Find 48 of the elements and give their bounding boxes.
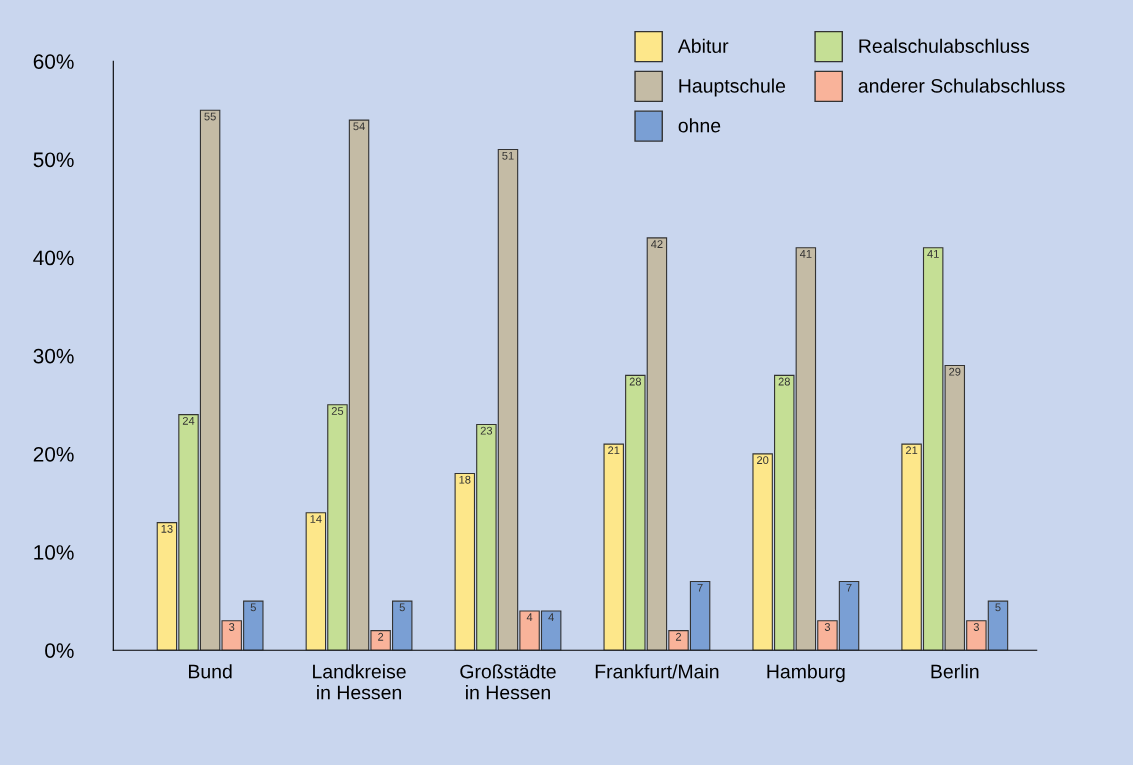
y-tick-label: 60% [33, 54, 74, 69]
data-label: 3 [824, 623, 831, 631]
data-label: 13 [161, 524, 173, 533]
data-label: 29 [949, 367, 961, 376]
legend-label: Abitur [677, 38, 729, 53]
data-label: 2 [675, 632, 682, 641]
data-label: 3 [973, 623, 979, 631]
data-label: 3 [229, 623, 235, 631]
x-tick-label: Bund [189, 664, 232, 679]
x-tick-label: Frankfurt/Main [595, 664, 719, 679]
legend-label: ohne [678, 118, 721, 133]
legend-label: anderer Schulabschluss [858, 78, 1065, 93]
data-label: 28 [778, 377, 790, 386]
y-tick-label: 10% [34, 545, 74, 560]
data-label: 51 [502, 151, 514, 160]
data-label: 20 [757, 456, 769, 465]
data-label: 21 [905, 446, 918, 455]
data-label: 7 [697, 583, 703, 592]
data-label: 41 [927, 250, 939, 258]
y-tick-label: 40% [33, 250, 74, 266]
x-tick-label: Hamburg [767, 664, 845, 683]
data-label: 14 [310, 515, 322, 523]
legend-label: Realschulabschluss [859, 38, 1029, 53]
data-label: 54 [353, 122, 365, 131]
data-label: 21 [608, 446, 620, 455]
data-label: 7 [846, 583, 852, 592]
data-label: 28 [629, 377, 642, 386]
y-tick-label: 0% [45, 643, 74, 658]
data-label: 25 [331, 407, 344, 415]
data-label: 4 [526, 613, 533, 621]
data-label: 41 [799, 250, 812, 258]
data-label: 23 [480, 426, 493, 435]
y-tick-label: 50% [33, 152, 74, 168]
x-tick-label: Großstädte in Hessen [460, 664, 556, 700]
data-label: 42 [650, 240, 663, 248]
legend-label: Hauptschule [679, 78, 786, 97]
data-label: 4 [548, 613, 554, 621]
data-label: 5 [250, 603, 256, 612]
data-label: 5 [399, 603, 405, 612]
data-label: 55 [204, 112, 216, 121]
data-label: 5 [995, 603, 1001, 612]
data-label: 2 [378, 632, 384, 641]
x-tick-label: Landkreise in Hessen [313, 664, 406, 700]
x-tick-label: Berlin [931, 664, 979, 679]
data-label: 24 [182, 416, 195, 425]
y-tick-label: 20% [33, 446, 74, 462]
data-label: 18 [459, 475, 471, 484]
y-tick-label: 30% [33, 348, 74, 364]
